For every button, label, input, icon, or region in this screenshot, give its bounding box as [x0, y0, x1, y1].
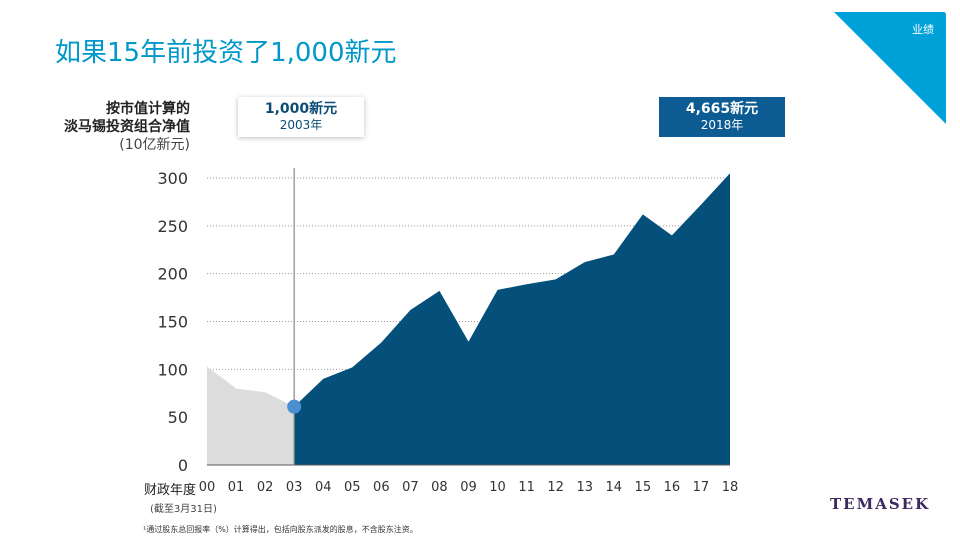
x-tick-label: 01 — [228, 480, 245, 495]
x-tick-label: 13 — [576, 480, 593, 495]
x-tick-label: 14 — [606, 480, 623, 495]
y-tick-label: 0 — [178, 456, 188, 475]
x-tick-label: 02 — [257, 480, 274, 495]
y-tick-label: 100 — [157, 360, 188, 379]
start-value: 1,000新元 — [264, 101, 338, 117]
end-value-callout: 4,665新元 2018年 — [659, 97, 785, 137]
x-tick-label: 15 — [635, 480, 652, 495]
start-value-callout: 1,000新元 2003年 — [238, 97, 364, 137]
y-axis-title: 按市值计算的 淡马锡投资组合净值 (10亿新元) — [64, 100, 190, 154]
x-tick-label: 11 — [518, 480, 535, 495]
x-tick-label: 12 — [547, 480, 564, 495]
footnote: ¹通过股东总回报率（%）计算得出，包括向股东派发的股息，不含股东注资。 — [143, 525, 418, 534]
area-before-investment — [207, 366, 295, 465]
corner-tab — [834, 12, 946, 124]
y-axis-title-line1: 按市值计算的 — [106, 101, 190, 117]
x-axis-title: 财政年度 — [144, 483, 197, 498]
x-tick-label: 03 — [286, 480, 303, 495]
start-year: 2003年 — [279, 118, 323, 132]
x-tick-label: 06 — [373, 480, 390, 495]
y-tick-label: 150 — [157, 313, 188, 332]
area-after-investment — [294, 173, 730, 465]
x-axis-subtitle: (截至3月31日) — [150, 504, 217, 515]
y-tick-label: 200 — [157, 265, 188, 284]
y-axis-title-line2: 淡马锡投资组合净值 — [64, 119, 190, 135]
x-tick-label: 18 — [722, 480, 739, 495]
x-tick-label: 08 — [431, 480, 448, 495]
y-tick-label: 300 — [157, 169, 188, 188]
y-axis-unit: (10亿新元) — [119, 137, 190, 153]
y-tick-label: 50 — [168, 408, 188, 427]
end-year: 2018年 — [700, 118, 744, 132]
page-title: 如果15年前投资了1,000新元 — [55, 38, 397, 68]
end-value: 4,665新元 — [685, 101, 759, 117]
x-tick-label: 17 — [693, 480, 710, 495]
x-tick-label: 07 — [402, 480, 419, 495]
section-label: 业绩 — [912, 23, 934, 36]
x-tick-label: 10 — [489, 480, 506, 495]
x-tick-label: 09 — [460, 480, 477, 495]
temasek-logo: TEMASEK — [830, 495, 931, 513]
x-tick-label: 00 — [199, 480, 216, 495]
x-tick-label: 04 — [315, 480, 332, 495]
investment-start-point — [287, 399, 302, 414]
y-tick-label: 250 — [157, 217, 188, 236]
x-tick-label: 16 — [664, 480, 681, 495]
x-tick-label: 05 — [344, 480, 361, 495]
